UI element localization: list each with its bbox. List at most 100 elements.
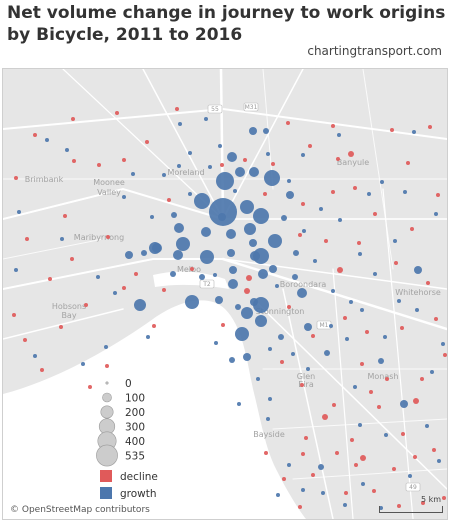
decline-marker[interactable]: [385, 377, 389, 381]
growth-marker[interactable]: [229, 357, 235, 363]
growth-marker[interactable]: [345, 337, 349, 341]
growth-marker[interactable]: [408, 474, 412, 478]
growth-marker[interactable]: [269, 265, 277, 273]
decline-marker[interactable]: [301, 452, 305, 456]
growth-marker[interactable]: [229, 266, 237, 274]
decline-marker[interactable]: [152, 324, 156, 328]
decline-marker[interactable]: [434, 317, 438, 321]
growth-marker[interactable]: [244, 223, 256, 235]
growth-marker[interactable]: [215, 296, 223, 304]
growth-marker[interactable]: [204, 117, 208, 121]
growth-marker[interactable]: [122, 195, 126, 199]
growth-marker[interactable]: [268, 397, 272, 401]
decline-marker[interactable]: [432, 448, 436, 452]
decline-marker[interactable]: [246, 275, 252, 281]
decline-marker[interactable]: [115, 111, 119, 115]
decline-marker[interactable]: [298, 505, 302, 509]
decline-marker[interactable]: [413, 455, 417, 459]
decline-marker[interactable]: [337, 267, 343, 273]
growth-marker[interactable]: [393, 239, 397, 243]
growth-marker[interactable]: [338, 218, 342, 222]
growth-marker[interactable]: [240, 200, 254, 214]
growth-marker[interactable]: [361, 482, 365, 486]
growth-marker[interactable]: [349, 300, 353, 304]
growth-marker[interactable]: [178, 122, 182, 126]
decline-marker[interactable]: [426, 281, 430, 285]
decline-marker[interactable]: [443, 353, 447, 357]
growth-marker[interactable]: [297, 288, 307, 298]
growth-marker[interactable]: [237, 402, 241, 406]
growth-marker[interactable]: [218, 144, 222, 148]
growth-marker[interactable]: [383, 335, 387, 339]
growth-marker[interactable]: [150, 215, 154, 219]
growth-marker[interactable]: [264, 170, 280, 186]
growth-marker[interactable]: [266, 417, 270, 421]
growth-marker[interactable]: [253, 297, 269, 313]
growth-marker[interactable]: [227, 249, 235, 257]
growth-marker[interactable]: [235, 304, 241, 310]
decline-marker[interactable]: [244, 288, 250, 294]
growth-marker[interactable]: [293, 250, 299, 256]
growth-marker[interactable]: [243, 353, 251, 361]
growth-marker[interactable]: [249, 127, 257, 135]
decline-marker[interactable]: [220, 163, 224, 167]
decline-marker[interactable]: [190, 267, 194, 271]
growth-marker[interactable]: [287, 179, 291, 183]
growth-marker[interactable]: [65, 148, 69, 152]
decline-marker[interactable]: [105, 364, 109, 368]
decline-marker[interactable]: [63, 214, 67, 218]
growth-marker[interactable]: [304, 323, 312, 331]
growth-marker[interactable]: [249, 239, 257, 247]
growth-marker[interactable]: [200, 250, 214, 264]
growth-marker[interactable]: [331, 289, 335, 293]
growth-marker[interactable]: [199, 274, 205, 280]
growth-marker[interactable]: [378, 358, 384, 364]
growth-marker[interactable]: [131, 172, 135, 176]
growth-marker[interactable]: [373, 272, 377, 276]
growth-marker[interactable]: [412, 130, 416, 134]
growth-marker[interactable]: [218, 213, 226, 221]
growth-marker[interactable]: [81, 362, 85, 366]
growth-marker[interactable]: [329, 324, 333, 328]
decline-marker[interactable]: [304, 436, 308, 440]
decline-marker[interactable]: [354, 463, 358, 467]
decline-marker[interactable]: [397, 504, 401, 508]
decline-marker[interactable]: [365, 330, 369, 334]
growth-marker[interactable]: [319, 207, 323, 211]
growth-marker[interactable]: [367, 192, 371, 196]
growth-marker[interactable]: [235, 327, 249, 341]
decline-marker[interactable]: [331, 124, 335, 128]
growth-marker[interactable]: [209, 198, 237, 226]
growth-marker[interactable]: [255, 315, 267, 327]
decline-marker[interactable]: [84, 303, 88, 307]
growth-marker[interactable]: [275, 284, 279, 288]
growth-marker[interactable]: [324, 350, 330, 356]
decline-marker[interactable]: [311, 473, 315, 477]
decline-marker[interactable]: [88, 385, 92, 389]
growth-marker[interactable]: [176, 237, 190, 251]
growth-marker[interactable]: [96, 275, 100, 279]
growth-marker[interactable]: [380, 180, 384, 184]
growth-marker[interactable]: [33, 354, 37, 358]
growth-marker[interactable]: [162, 173, 166, 177]
growth-marker[interactable]: [441, 342, 445, 346]
growth-marker[interactable]: [216, 172, 234, 190]
growth-marker[interactable]: [281, 215, 287, 221]
growth-marker[interactable]: [60, 237, 64, 241]
decline-marker[interactable]: [400, 326, 404, 330]
decline-marker[interactable]: [406, 161, 410, 165]
growth-marker[interactable]: [253, 208, 269, 224]
growth-marker[interactable]: [360, 308, 364, 312]
growth-marker[interactable]: [437, 459, 441, 463]
growth-marker[interactable]: [249, 167, 259, 177]
decline-marker[interactable]: [357, 241, 361, 245]
growth-marker[interactable]: [256, 377, 260, 381]
decline-marker[interactable]: [322, 414, 328, 420]
decline-marker[interactable]: [280, 360, 284, 364]
decline-marker[interactable]: [369, 390, 373, 394]
decline-marker[interactable]: [286, 121, 290, 125]
growth-marker[interactable]: [188, 192, 192, 196]
growth-marker[interactable]: [17, 210, 21, 214]
decline-marker[interactable]: [23, 338, 27, 342]
